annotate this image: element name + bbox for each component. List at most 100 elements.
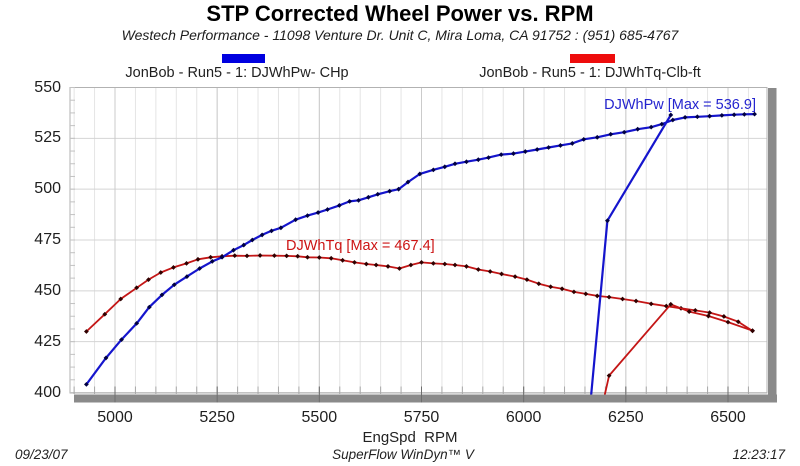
power-main-marker [259, 232, 265, 238]
power-main-marker [621, 129, 627, 135]
power-main-marker [581, 136, 587, 142]
y-tick-label: 450 [34, 281, 61, 299]
power-main-marker [119, 337, 124, 343]
torque-prerun-curve [603, 301, 755, 397]
power-main-marker [347, 198, 352, 204]
power-main-marker [417, 171, 423, 177]
power-main-marker [670, 117, 676, 123]
torque-max-annotation: DJWhTq [Max = 467.4] [286, 238, 435, 254]
power-prerun-marker [605, 218, 610, 224]
torque-main-marker [102, 311, 108, 317]
torque-main-marker [583, 291, 589, 297]
page-title: STP Corrected Wheel Power vs. RPM [206, 1, 594, 26]
torque-main-marker [328, 255, 334, 261]
torque-main-marker [352, 259, 357, 265]
y-scrollbar[interactable] [768, 88, 777, 403]
power-main-marker [249, 237, 255, 243]
power-main-marker [269, 228, 274, 234]
footer-date: 09/23/07 [15, 447, 68, 462]
power-main-marker [486, 155, 491, 161]
torque-main-marker [452, 262, 458, 268]
power-main-marker [659, 121, 665, 127]
power-main-marker [498, 152, 504, 157]
power-main-marker [241, 242, 247, 248]
torque-main-marker [648, 301, 654, 307]
torque-main-marker [83, 329, 89, 334]
power-main-marker [452, 161, 458, 167]
power-main-marker [522, 149, 528, 154]
power-main-marker [336, 203, 342, 208]
power-main-marker [430, 167, 436, 173]
power-main-marker [752, 111, 757, 117]
torque-main-marker [442, 261, 448, 267]
torque-prerun-marker [606, 373, 612, 379]
torque-main-marker [195, 256, 201, 262]
torque-main-marker [284, 253, 290, 259]
torque-main-marker [548, 284, 554, 290]
power-main-marker [731, 112, 737, 118]
power-main-marker [315, 210, 321, 215]
x-axis-title: EngSpd RPM [362, 429, 458, 446]
y-tick-label: 400 [34, 383, 61, 401]
power-main-marker [719, 112, 725, 118]
torque-main-marker [244, 253, 250, 259]
x-scrollbar[interactable] [74, 394, 777, 403]
legend-label-power: JonBob - Run5 - 1: DJWhPw- CHp [125, 65, 349, 81]
torque-main-marker [316, 255, 322, 260]
legend-swatch-torque [570, 54, 615, 63]
torque-main-marker [499, 271, 504, 277]
power-main-marker [558, 143, 563, 148]
power-main-marker [325, 207, 330, 212]
power-main-marker [648, 124, 654, 130]
torque-prerun-marker [668, 301, 674, 307]
torque-main-marker [295, 253, 301, 259]
torque-main-curve [83, 253, 755, 334]
torque-main-marker [408, 262, 414, 268]
power-main-marker [608, 131, 614, 137]
x-tick-label: 5000 [97, 409, 133, 426]
power-main-marker [594, 134, 600, 140]
power-main-marker [365, 194, 371, 200]
torque-main-marker [305, 254, 310, 260]
power-main-marker [146, 304, 152, 310]
y-tick-label: 425 [34, 332, 61, 350]
power-main-curve [83, 111, 757, 387]
power-main-marker [546, 145, 551, 150]
shop-address-subtitle: Westech Performance - 11098 Venture Dr. … [121, 27, 679, 43]
torque-main-marker [692, 307, 698, 313]
power-main-marker [534, 147, 540, 152]
power-main-marker [356, 197, 361, 203]
footer-software-name: SuperFlow WinDyn™ V [332, 447, 474, 462]
torque-main-marker [340, 257, 346, 263]
torque-main-marker [487, 269, 493, 274]
power-main-marker [197, 266, 202, 271]
legend-label-torque: JonBob - Run5 - 1: DJWhTq-Clb-ft [479, 65, 701, 81]
power-main-marker [219, 254, 225, 260]
power-main-marker [682, 114, 688, 120]
power-main-marker [103, 355, 109, 361]
torque-main-marker [419, 259, 424, 265]
torque-main-marker [524, 277, 530, 283]
torque-main-marker [257, 253, 263, 258]
torque-main-marker [512, 274, 518, 279]
torque-prerun-marker [705, 313, 711, 319]
power-main-marker [171, 282, 177, 288]
y-tick-label: 500 [34, 180, 61, 198]
x-tick-label: 5750 [403, 409, 440, 426]
torque-main-marker [171, 265, 176, 270]
legend-swatch-power [222, 54, 265, 63]
torque-main-marker [464, 264, 469, 269]
power-main-marker [83, 381, 89, 387]
torque-main-marker [146, 277, 151, 283]
power-main-marker [293, 217, 299, 223]
torque-main-marker [363, 261, 369, 267]
torque-main-marker [397, 266, 402, 271]
torque-main-marker [571, 289, 577, 295]
power-main-marker [134, 320, 140, 326]
torque-prerun-marker [750, 328, 755, 334]
torque-main-marker [118, 296, 124, 302]
torque-main-marker [134, 285, 140, 291]
power-main-marker [511, 151, 516, 156]
